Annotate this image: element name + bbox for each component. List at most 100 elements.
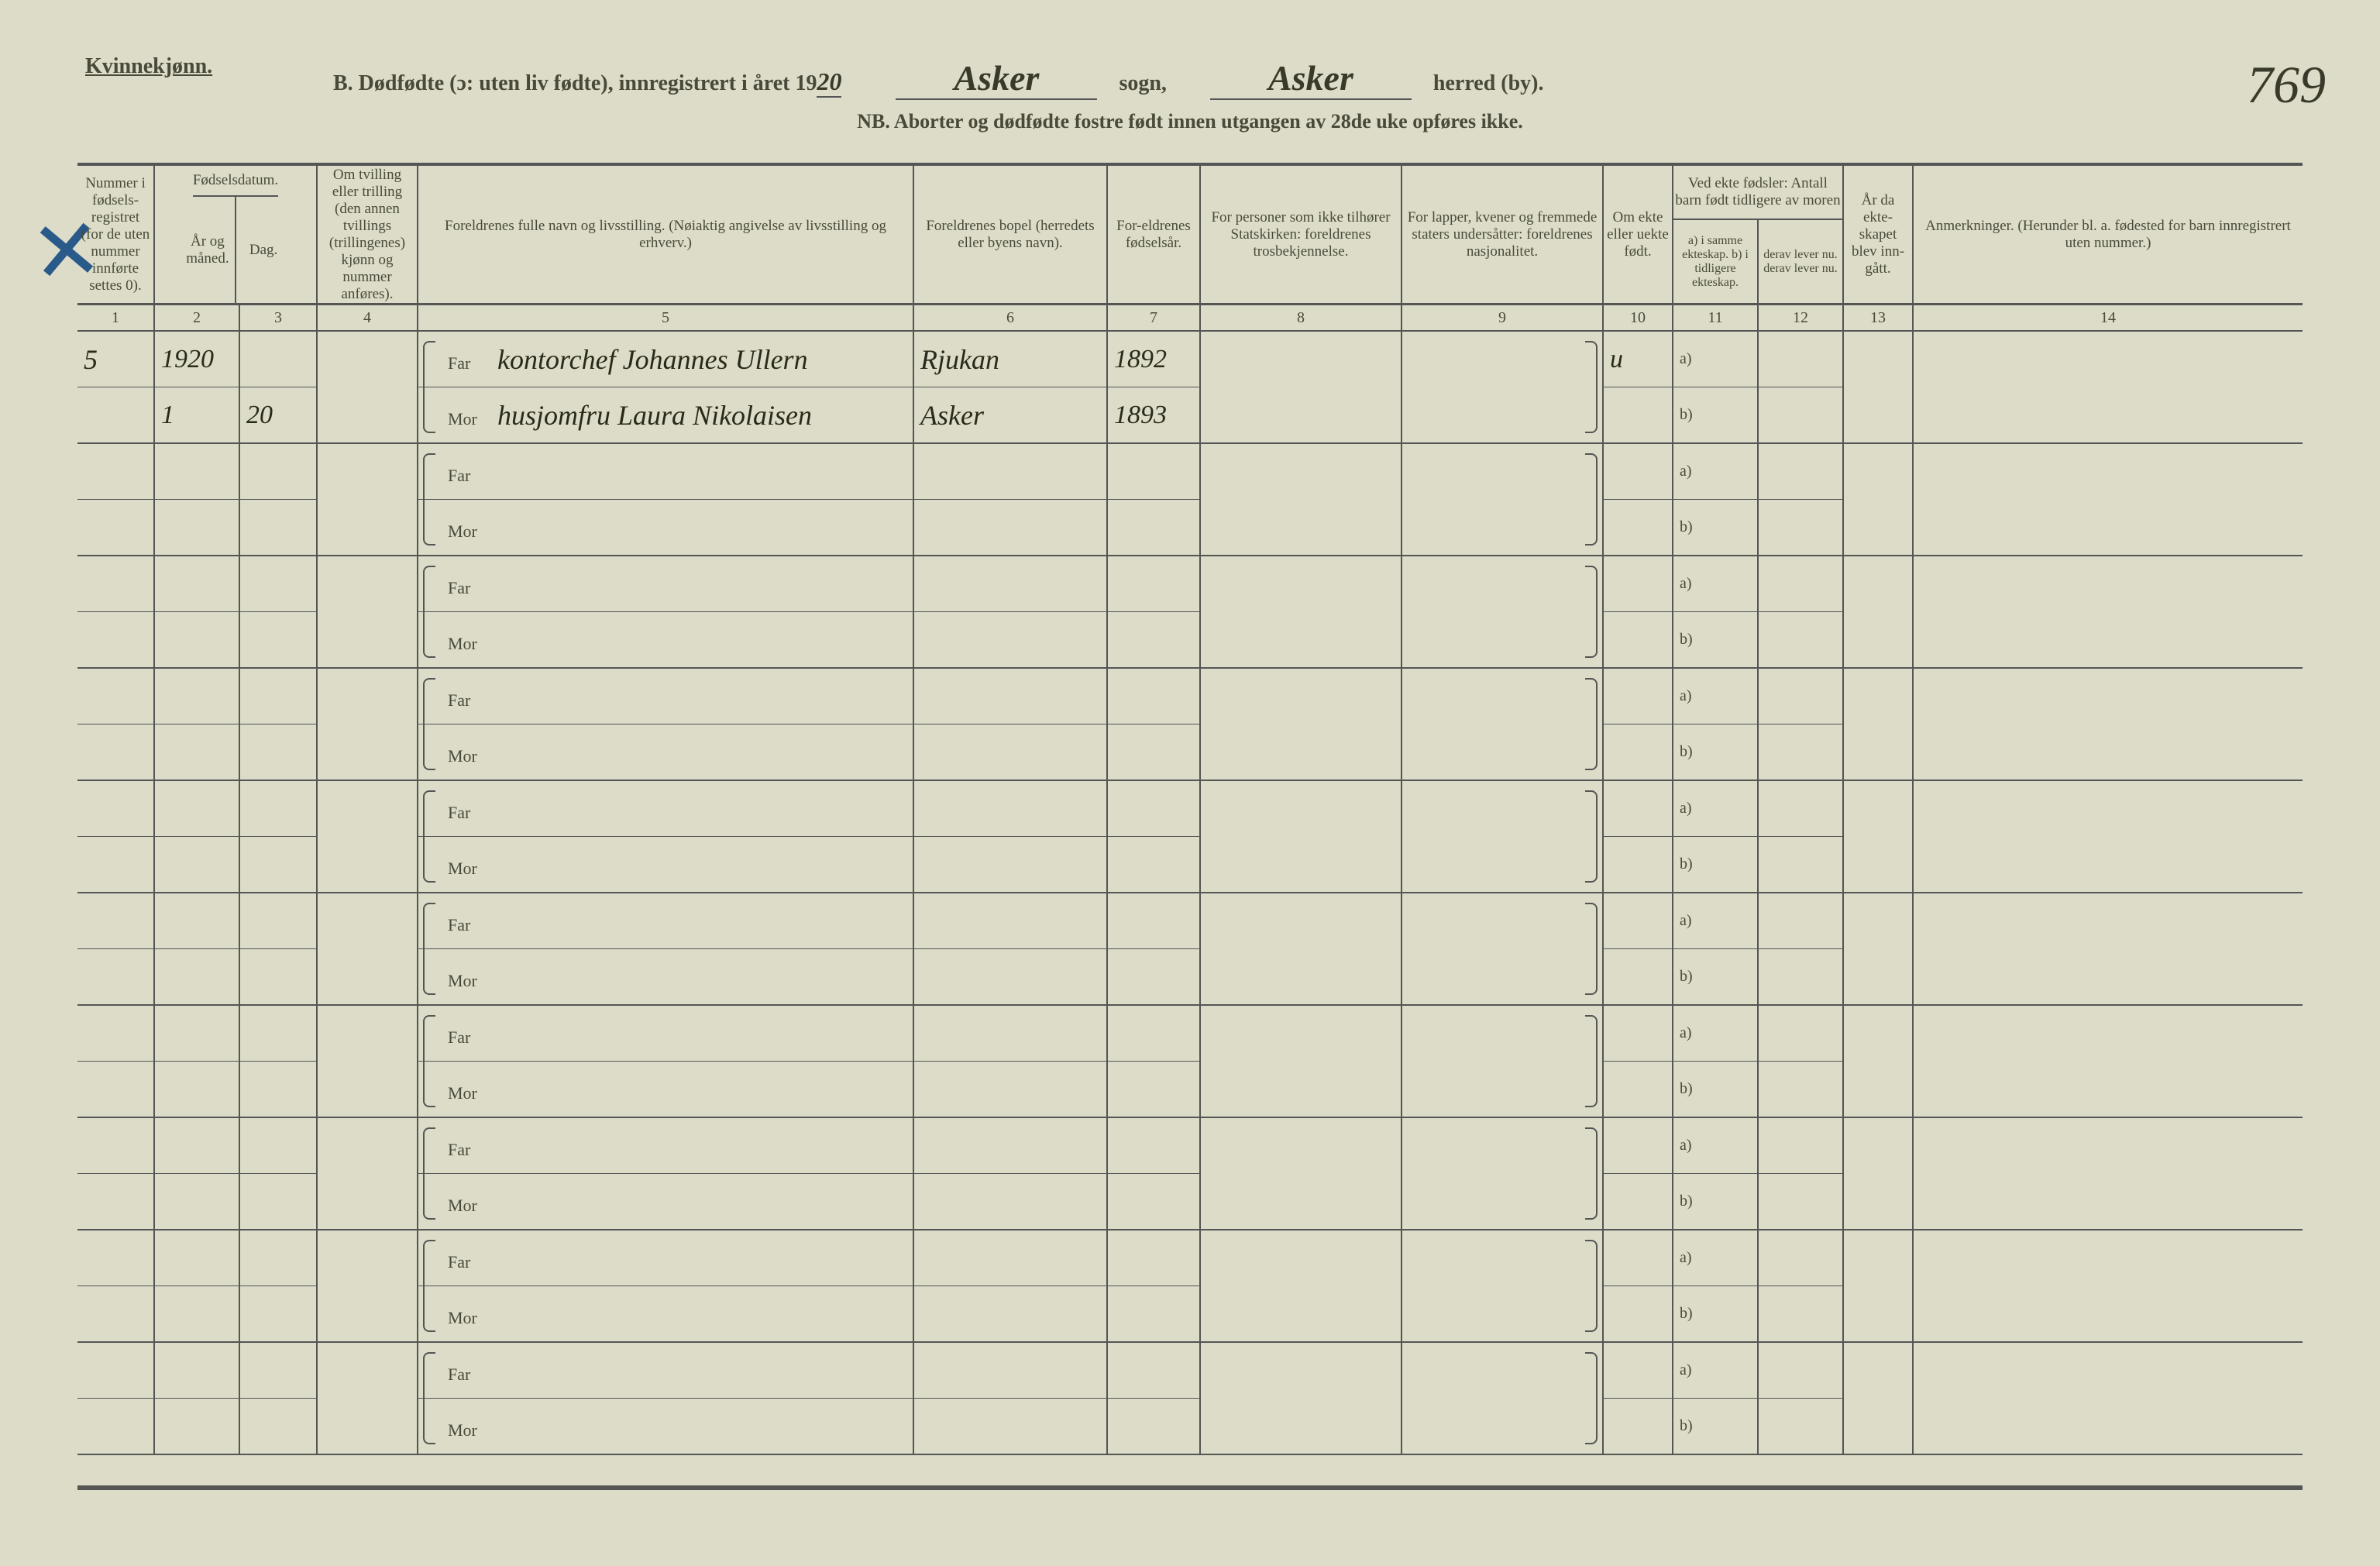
far-label: Far [448, 1365, 494, 1385]
far-label: Far [448, 803, 494, 823]
cell-num: 5 [77, 332, 155, 442]
mor-label: Mor [448, 409, 494, 429]
ekte-value: u [1610, 345, 1623, 374]
cell-anm [1914, 781, 2303, 892]
table-row: Far Mor a) b) [77, 1006, 2303, 1118]
far-year: 1892 [1114, 345, 1167, 374]
mor-label: Mor [448, 634, 494, 654]
cell-11a: a) b) [1673, 893, 1759, 1004]
col-header-11a: a) i samme ekteskap. b) i tidligere ekte… [1673, 220, 1759, 303]
cell-bopel [914, 781, 1108, 892]
cell-11b [1759, 1006, 1844, 1117]
col-header-11b: derav lever nu. derav lever nu. [1759, 220, 1842, 303]
colnum-8: 8 [1201, 305, 1402, 330]
cell-tvilling [318, 332, 418, 442]
table-row: Far Mor a) b) [77, 556, 2303, 669]
colnum-2: 2 [155, 305, 240, 330]
cell-num [77, 556, 155, 667]
cell-year-month [155, 1118, 240, 1229]
cell-nasj [1402, 1343, 1604, 1454]
cell-13 [1844, 444, 1914, 555]
entry-month: 1 [161, 401, 174, 430]
label-a: a) [1680, 1249, 1692, 1267]
cell-tvilling [318, 1118, 418, 1229]
herred-label: herred (by). [1433, 71, 1544, 95]
cell-11b [1759, 1343, 1844, 1454]
cell-13 [1844, 781, 1914, 892]
body-rows: 5 1920 1 20 Far kontorchef Johannes Ulle… [77, 332, 2303, 1455]
gender-label: Kvinnekjønn. [85, 54, 212, 79]
cell-fodselsar [1108, 781, 1201, 892]
colnum-5: 5 [418, 305, 914, 330]
cell-11b [1759, 781, 1844, 892]
entry-day2: 20 [246, 401, 273, 430]
title-prefix: B. Dødfødte (ɔ: uten liv fødte), innregi… [333, 71, 817, 95]
cell-anm [1914, 1118, 2303, 1229]
col-header-13: År da ekte-skapet blev inn-gått. [1844, 166, 1914, 303]
cell-num [77, 1230, 155, 1341]
label-b: b) [1680, 1193, 1693, 1210]
mor-label: Mor [448, 1083, 494, 1103]
table-row: Far Mor a) b) [77, 1118, 2303, 1230]
cell-tros [1201, 781, 1402, 892]
cell-anm [1914, 444, 2303, 555]
cell-parents: Far Mor [418, 1230, 914, 1341]
label-b: b) [1680, 855, 1693, 873]
cell-num [77, 893, 155, 1004]
mor-label: Mor [448, 1308, 494, 1328]
cell-parents: Far kontorchef Johannes Ullern Mor husjo… [418, 332, 914, 442]
colnum-11: 11 [1673, 305, 1759, 330]
cell-ekte [1604, 1118, 1673, 1229]
cell-tvilling [318, 1343, 418, 1454]
cell-11a: a) b) [1673, 781, 1759, 892]
cell-13 [1844, 1118, 1914, 1229]
cell-nasj [1402, 332, 1604, 442]
mor-bopel: Asker [920, 399, 984, 432]
colnum-13: 13 [1844, 305, 1914, 330]
far-name: kontorchef Johannes Ullern [497, 344, 808, 375]
cell-ekte [1604, 781, 1673, 892]
cell-11b [1759, 1230, 1844, 1341]
cell-nasj [1402, 444, 1604, 555]
cell-13 [1844, 669, 1914, 780]
cell-day [240, 669, 318, 780]
colnum-10: 10 [1604, 305, 1673, 330]
cell-nasj [1402, 556, 1604, 667]
colnum-1: 1 [77, 305, 155, 330]
cell-anm [1914, 556, 2303, 667]
far-label: Far [448, 1252, 494, 1272]
label-a: a) [1680, 1024, 1692, 1042]
col-header-14: Anmerkninger. (Herunder bl. a. fødested … [1914, 166, 2303, 303]
cell-num [77, 1006, 155, 1117]
year-handwritten: 20 [817, 67, 841, 98]
cell-parents: Far Mor [418, 781, 914, 892]
table-row: Far Mor a) b) [77, 781, 2303, 893]
cell-ekte [1604, 1230, 1673, 1341]
cell-bopel [914, 1230, 1108, 1341]
cell-fodselsar [1108, 669, 1201, 780]
cell-tros [1201, 444, 1402, 555]
colnum-7: 7 [1108, 305, 1201, 330]
col-header-5: Foreldrenes fulle navn og livsstilling. … [418, 166, 914, 303]
col-header-4: Om tvilling eller trilling (den annen tv… [318, 166, 418, 303]
label-a: a) [1680, 800, 1692, 817]
cell-bopel [914, 1006, 1108, 1117]
cell-parents: Far Mor [418, 893, 914, 1004]
cell-num [77, 444, 155, 555]
cell-fodselsar [1108, 1006, 1201, 1117]
cell-11a: a) b) [1673, 556, 1759, 667]
cell-parents: Far Mor [418, 1006, 914, 1117]
cell-num [77, 669, 155, 780]
cell-tros [1201, 1118, 1402, 1229]
cell-nasj [1402, 893, 1604, 1004]
cell-11b [1759, 893, 1844, 1004]
col-header-fod-top: Fødselsdatum. [193, 166, 278, 197]
cell-parents: Far Mor [418, 556, 914, 667]
cell-fodselsar: 1892 1893 [1108, 332, 1201, 442]
far-label: Far [448, 1027, 494, 1048]
col-header-6: Foreldrenes bopel (herredets eller byens… [914, 166, 1108, 303]
mor-label: Mor [448, 859, 494, 879]
col-header-11-top: Ved ekte fødsler: Antall barn født tidli… [1673, 166, 1842, 220]
cell-bopel: Rjukan Asker [914, 332, 1108, 442]
cell-day [240, 556, 318, 667]
